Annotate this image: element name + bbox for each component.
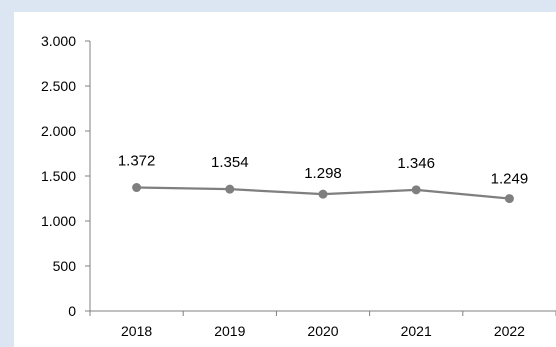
y-tick-label: 2.000 <box>41 123 76 139</box>
y-tick-label: 500 <box>53 258 77 274</box>
data-label: 1.298 <box>304 165 342 182</box>
series-line-group <box>132 183 514 204</box>
chart-frame: 0 500 1.000 1.500 2.000 2.500 3.000 2018 2019 202… <box>14 12 556 347</box>
y-tick-label: 2.500 <box>41 78 76 94</box>
data-point-marker <box>504 194 514 204</box>
y-tick-label: 1.000 <box>41 213 76 229</box>
data-point-marker <box>132 183 142 193</box>
data-label: 1.354 <box>211 154 249 171</box>
x-tick-label: 2022 <box>494 323 525 339</box>
x-tick-label: 2021 <box>401 323 432 339</box>
y-tick-label: 3.000 <box>41 33 76 49</box>
axes: 0 500 1.000 1.500 2.000 2.500 3.000 2018 2019 202… <box>41 33 556 339</box>
y-tick-label: 1.500 <box>41 168 76 184</box>
data-label: 1.346 <box>397 155 435 172</box>
data-label: 1.249 <box>491 171 529 188</box>
line-chart: 0 500 1.000 1.500 2.000 2.500 3.000 2018 2019 202… <box>41 33 556 339</box>
data-point-marker <box>318 189 328 199</box>
data-labels-group: 1.372 1.354 1.298 1.346 1.249 <box>118 153 528 188</box>
data-label: 1.372 <box>118 153 156 170</box>
x-tick-label: 2018 <box>121 323 152 339</box>
data-point-marker <box>411 185 421 195</box>
x-tick-label: 2020 <box>307 323 338 339</box>
data-point-marker <box>225 184 235 194</box>
y-tick-label: 0 <box>68 303 76 319</box>
x-tick-label: 2019 <box>214 323 245 339</box>
